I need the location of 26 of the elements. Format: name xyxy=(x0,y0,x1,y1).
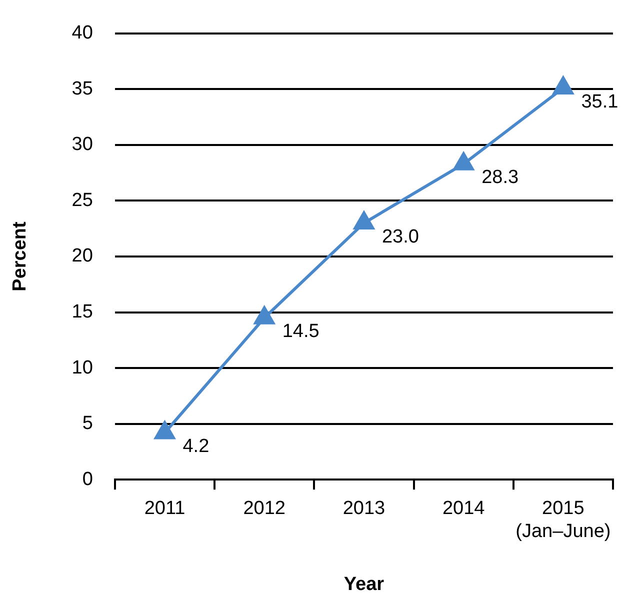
y-tick-label: 40 xyxy=(72,22,93,44)
y-tick-label: 15 xyxy=(72,302,93,323)
y-tick-label: 25 xyxy=(72,190,93,211)
point xyxy=(553,76,574,95)
point xyxy=(453,152,474,170)
y-tick-label: 30 xyxy=(72,134,93,156)
text: 28.3 xyxy=(482,167,519,188)
point xyxy=(154,421,175,440)
y-tick-label: 5 xyxy=(82,413,93,434)
y-tick-label: 0 xyxy=(82,468,93,490)
point xyxy=(254,306,275,324)
text: 23.0 xyxy=(382,226,419,248)
text: 4.2 xyxy=(182,436,210,457)
x-axis-title: Year xyxy=(344,574,385,595)
y-tick-label: 10 xyxy=(72,357,93,378)
text: 14.5 xyxy=(282,321,320,342)
y-axis-title: Percent xyxy=(10,220,31,292)
text: 35.1 xyxy=(581,91,618,112)
point xyxy=(354,212,374,230)
x-tick-label: 2015 (Jan–June) xyxy=(516,498,611,542)
y-tick-label: 35 xyxy=(72,78,93,100)
y-tick-label: 20 xyxy=(72,246,93,267)
x-tick-label: 2012 xyxy=(243,498,286,520)
x-tick-label: 2011 xyxy=(144,498,186,520)
x-tick-label: 2014 xyxy=(442,498,486,520)
x-tick-label: 2013 xyxy=(342,498,386,520)
